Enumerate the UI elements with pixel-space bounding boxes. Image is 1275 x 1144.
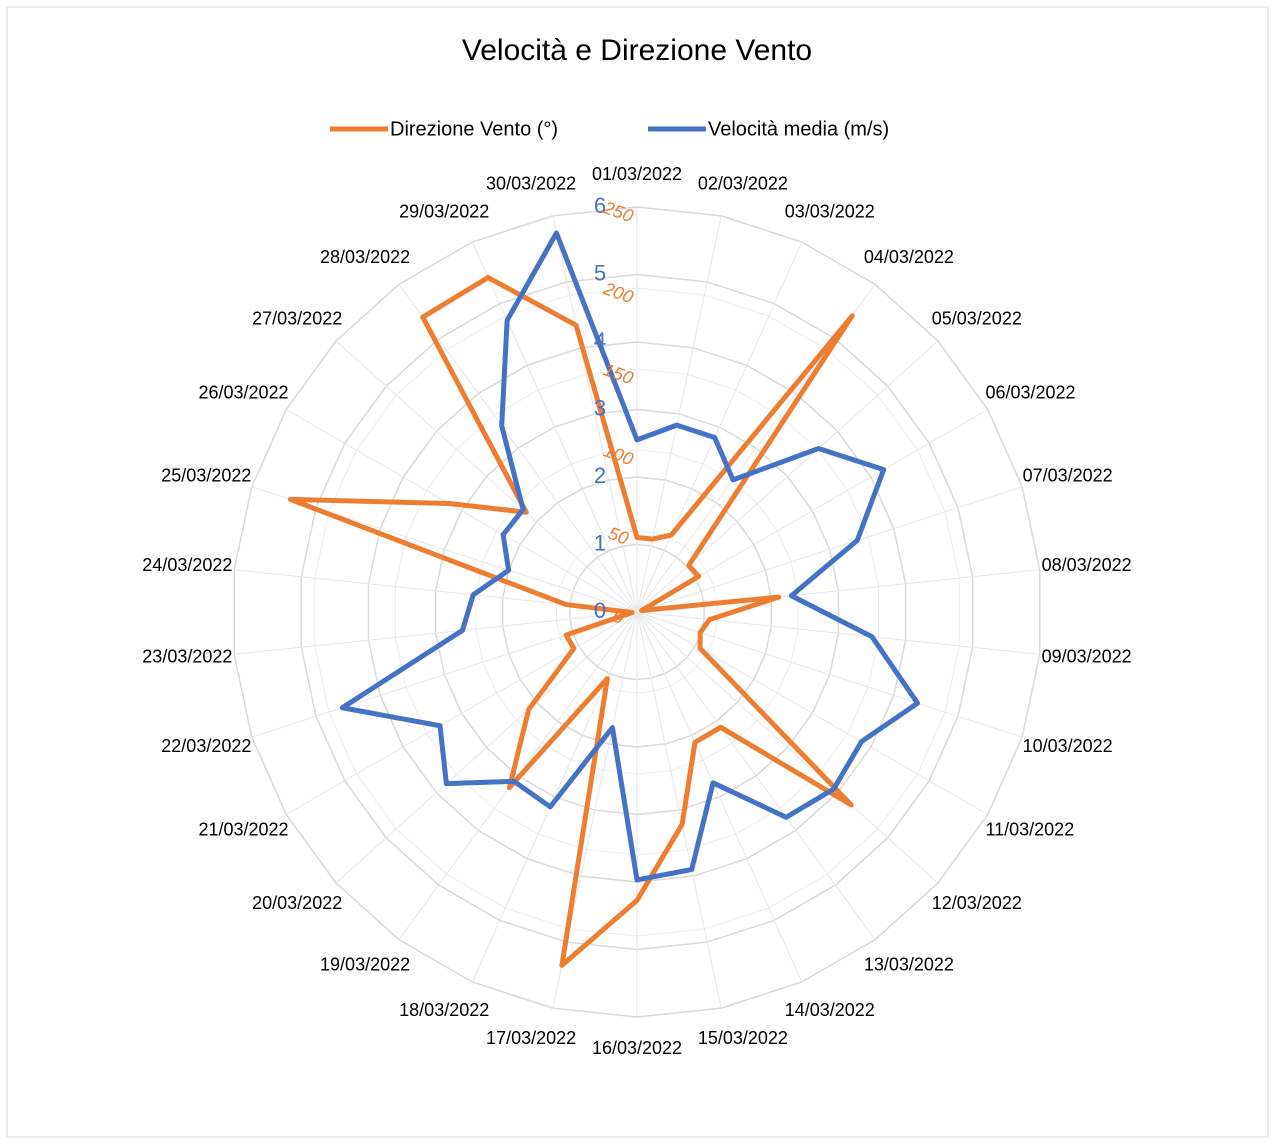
spoke — [636, 611, 988, 815]
category-label: 04/03/2022 — [864, 247, 954, 267]
category-label: 15/03/2022 — [698, 1028, 788, 1048]
category-label: 18/03/2022 — [399, 1000, 489, 1020]
spoke — [286, 611, 638, 815]
category-label: 20/03/2022 — [252, 893, 342, 913]
spoke — [636, 486, 1023, 613]
spoke — [636, 215, 722, 613]
spoke — [636, 611, 722, 1009]
category-label: 25/03/2022 — [161, 466, 251, 486]
category-label: 11/03/2022 — [985, 819, 1074, 839]
category-label: 22/03/2022 — [161, 736, 251, 756]
category-label: 17/03/2022 — [486, 1028, 576, 1048]
spoke — [335, 340, 638, 613]
chart-title: Velocità e Direzione Vento — [462, 34, 812, 67]
category-label: 12/03/2022 — [932, 893, 1022, 913]
category-label: 14/03/2022 — [785, 1000, 875, 1020]
y2-tick-label: 0 — [594, 598, 606, 623]
category-label: 03/03/2022 — [785, 202, 875, 222]
legend-label: Direzione Vento (°) — [390, 118, 558, 140]
category-label: 26/03/2022 — [198, 382, 288, 402]
y2-tick-label: 5 — [594, 260, 606, 285]
category-label: 16/03/2022 — [592, 1038, 682, 1058]
category-label: 05/03/2022 — [932, 308, 1022, 328]
category-label: 13/03/2022 — [864, 954, 954, 974]
spoke — [398, 284, 638, 613]
y2-tick-label: 4 — [594, 328, 606, 353]
category-label: 06/03/2022 — [985, 382, 1075, 402]
category-label: 29/03/2022 — [399, 202, 489, 222]
spoke — [636, 611, 1040, 655]
series-line — [287, 275, 855, 968]
spoke — [471, 611, 638, 983]
category-label: 30/03/2022 — [486, 173, 576, 193]
category-label: 19/03/2022 — [320, 954, 410, 974]
y2-tick-label: 1 — [594, 530, 606, 555]
y2-tick-label: 3 — [594, 395, 606, 420]
spoke — [636, 611, 803, 983]
category-label: 24/03/2022 — [142, 555, 232, 575]
y2-tick-label: 6 — [594, 193, 606, 218]
category-label: 07/03/2022 — [1023, 466, 1113, 486]
spoke — [552, 215, 638, 613]
category-label: 21/03/2022 — [198, 819, 288, 839]
legend-label: Velocità media (m/s) — [708, 118, 889, 140]
category-label: 27/03/2022 — [252, 308, 342, 328]
series-line — [339, 230, 921, 883]
spoke — [636, 611, 876, 940]
category-label: 02/03/2022 — [698, 173, 788, 193]
category-label: 10/03/2022 — [1023, 736, 1113, 756]
category-label: 28/03/2022 — [320, 247, 410, 267]
y2-tick-label: 2 — [594, 463, 606, 488]
category-label: 08/03/2022 — [1042, 555, 1132, 575]
spoke — [286, 409, 638, 613]
spoke — [234, 611, 638, 655]
spoke — [471, 241, 638, 613]
spoke — [335, 611, 638, 884]
category-label: 01/03/2022 — [592, 164, 682, 184]
spoke — [636, 611, 939, 884]
category-label: 09/03/2022 — [1042, 646, 1132, 666]
category-label: 23/03/2022 — [142, 646, 232, 666]
spoke — [636, 241, 803, 613]
